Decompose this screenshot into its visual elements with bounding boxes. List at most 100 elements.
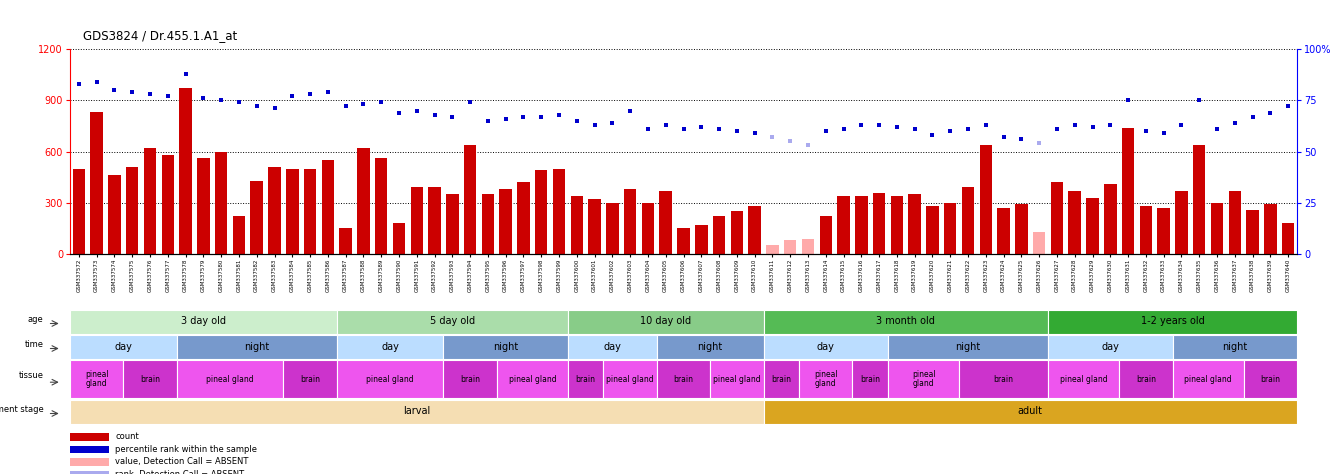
Bar: [873, 192, 885, 254]
Text: day: day: [382, 341, 399, 352]
Bar: [1032, 232, 1046, 254]
Text: night: night: [698, 341, 723, 352]
Text: 10 day old: 10 day old: [640, 317, 691, 327]
Bar: [660, 191, 672, 254]
Bar: [927, 206, 939, 254]
Bar: [70, 400, 763, 423]
Text: pineal
gland: pineal gland: [814, 370, 838, 388]
Bar: [336, 335, 443, 358]
Bar: [233, 217, 245, 254]
Text: development stage: development stage: [0, 405, 43, 414]
Bar: [1173, 335, 1297, 358]
Text: larval: larval: [403, 407, 430, 417]
Bar: [731, 211, 743, 254]
Bar: [1015, 204, 1027, 254]
Bar: [70, 446, 110, 453]
Bar: [980, 145, 992, 254]
Bar: [1122, 128, 1134, 254]
Bar: [336, 360, 443, 398]
Bar: [72, 169, 86, 254]
Bar: [428, 187, 441, 254]
Bar: [695, 225, 707, 254]
Bar: [570, 196, 582, 254]
Bar: [339, 228, 352, 254]
Bar: [392, 223, 406, 254]
Bar: [888, 335, 1048, 358]
Text: adult: adult: [1018, 407, 1043, 417]
Text: brain: brain: [994, 374, 1014, 383]
Bar: [197, 158, 210, 254]
Text: pineal gland: pineal gland: [1059, 374, 1107, 383]
Bar: [568, 335, 657, 358]
Bar: [657, 335, 763, 358]
Bar: [763, 310, 1048, 334]
Bar: [177, 360, 284, 398]
Bar: [783, 240, 797, 254]
Text: brain: brain: [141, 374, 161, 383]
Text: day: day: [817, 341, 834, 352]
Text: night: night: [244, 341, 269, 352]
Bar: [568, 360, 604, 398]
Bar: [1048, 310, 1297, 334]
Bar: [1247, 210, 1259, 254]
Bar: [678, 228, 690, 254]
Text: 3 month old: 3 month old: [876, 317, 935, 327]
Text: brain: brain: [576, 374, 596, 383]
Bar: [321, 160, 333, 254]
Bar: [1051, 182, 1063, 254]
Bar: [837, 196, 850, 254]
Bar: [143, 148, 157, 254]
Bar: [91, 112, 103, 254]
Bar: [126, 167, 138, 254]
Bar: [1139, 206, 1152, 254]
Bar: [358, 148, 370, 254]
Bar: [1069, 191, 1081, 254]
Bar: [607, 203, 619, 254]
Bar: [499, 189, 511, 254]
Text: 1-2 years old: 1-2 years old: [1141, 317, 1204, 327]
Bar: [1244, 360, 1297, 398]
Text: tissue: tissue: [19, 371, 43, 380]
Bar: [216, 152, 228, 254]
Bar: [763, 400, 1297, 423]
Text: rank, Detection Call = ABSENT: rank, Detection Call = ABSENT: [115, 470, 245, 474]
Bar: [443, 360, 497, 398]
Bar: [568, 310, 763, 334]
Text: GDS3824 / Dr.455.1.A1_at: GDS3824 / Dr.455.1.A1_at: [83, 29, 237, 42]
Bar: [799, 360, 853, 398]
Bar: [179, 88, 191, 254]
Text: pineal gland: pineal gland: [714, 374, 761, 383]
Text: brain: brain: [1135, 374, 1156, 383]
Bar: [819, 217, 832, 254]
Bar: [890, 196, 902, 254]
Text: brain: brain: [771, 374, 791, 383]
Bar: [70, 458, 110, 465]
Bar: [1229, 191, 1241, 254]
Text: count: count: [115, 432, 139, 441]
Bar: [268, 167, 281, 254]
Text: 3 day old: 3 day old: [181, 317, 226, 327]
Bar: [482, 194, 494, 254]
Bar: [641, 203, 655, 254]
Bar: [304, 169, 316, 254]
Text: age: age: [28, 315, 43, 324]
Bar: [1157, 208, 1170, 254]
Bar: [944, 203, 956, 254]
Bar: [70, 310, 336, 334]
Text: pineal
gland: pineal gland: [84, 370, 108, 388]
Text: value, Detection Call = ABSENT: value, Detection Call = ABSENT: [115, 457, 249, 466]
Bar: [998, 208, 1010, 254]
Text: pineal gland: pineal gland: [206, 374, 254, 383]
Bar: [888, 360, 959, 398]
Bar: [517, 182, 530, 254]
Text: pineal
gland: pineal gland: [912, 370, 936, 388]
Bar: [463, 145, 477, 254]
Bar: [1173, 360, 1244, 398]
Text: pineal gland: pineal gland: [509, 374, 556, 383]
Text: pineal gland: pineal gland: [1184, 374, 1232, 383]
Bar: [766, 246, 779, 254]
Bar: [712, 217, 726, 254]
Bar: [536, 170, 548, 254]
Bar: [336, 310, 568, 334]
Bar: [1176, 191, 1188, 254]
